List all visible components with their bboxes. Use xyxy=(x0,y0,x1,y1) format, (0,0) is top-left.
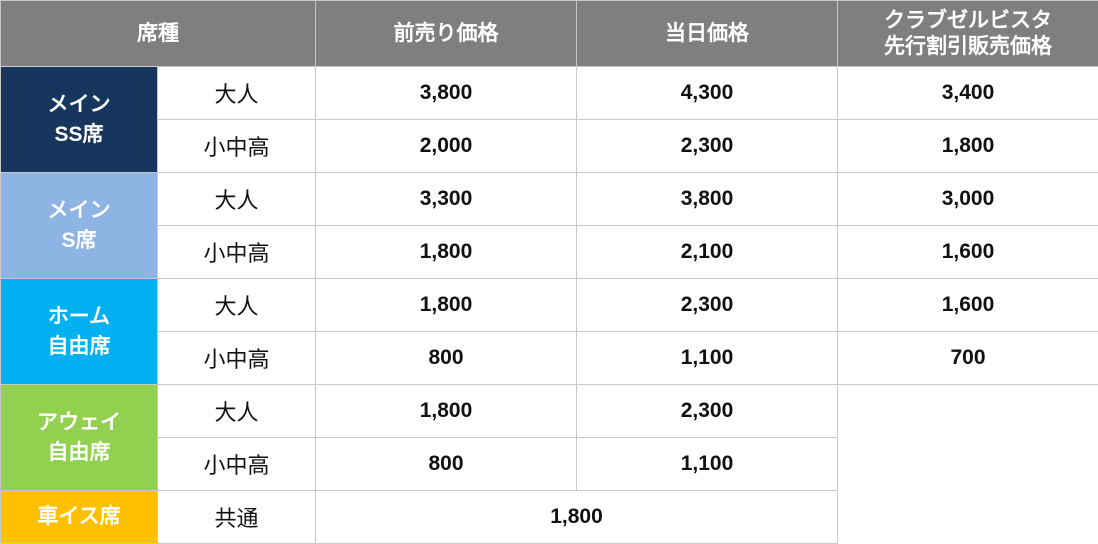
table-row: 小中高 1,800 2,100 1,600 xyxy=(1,225,1098,279)
table-row: メイン S席 大人 3,300 3,800 3,000 xyxy=(0,172,1098,279)
day-of-price: 1,100 xyxy=(576,437,838,491)
club-price: 1,600 xyxy=(837,225,1098,279)
table-row: 小中高 2,000 2,300 1,800 xyxy=(1,119,1098,173)
empty-cell xyxy=(837,384,1098,544)
day-of-price: 1,100 xyxy=(576,331,838,385)
table-row: アウェイ 自由席 大人 1,800 2,300 xyxy=(0,384,1098,544)
category-main-ss: メイン SS席 xyxy=(0,66,158,173)
age-cell: 大人 xyxy=(157,172,316,226)
day-of-price: 2,300 xyxy=(576,384,838,438)
header-seat-type: 席種 xyxy=(0,0,316,67)
category-away-free: アウェイ 自由席 xyxy=(0,384,158,491)
common-price: 1,800 xyxy=(315,490,838,544)
age-cell: 小中高 xyxy=(157,331,316,385)
category-main-s: メイン S席 xyxy=(0,172,158,279)
age-cell: 小中高 xyxy=(157,225,316,279)
header-row: 席種 前売り価格 当日価格 クラブゼルビスタ 先行割引販売価格 xyxy=(0,0,1098,67)
club-price: 3,400 xyxy=(837,66,1098,120)
advance-price: 1,800 xyxy=(315,278,577,332)
header-day-of-price: 当日価格 xyxy=(576,0,838,67)
advance-price: 2,000 xyxy=(315,119,577,173)
advance-price: 1,800 xyxy=(315,225,577,279)
table-row: ホーム 自由席 大人 1,800 2,300 1,600 xyxy=(0,278,1098,385)
club-price: 1,600 xyxy=(837,278,1098,332)
category-home-free: ホーム 自由席 xyxy=(0,278,158,385)
day-of-price: 3,800 xyxy=(576,172,838,226)
advance-price: 800 xyxy=(315,331,577,385)
header-club-price: クラブゼルビスタ 先行割引販売価格 xyxy=(837,0,1098,67)
category-wheelchair: 車イス席 xyxy=(0,490,158,544)
day-of-price: 2,300 xyxy=(576,278,838,332)
table-row: 車イス席 共通 1,800 xyxy=(0,490,1098,544)
age-cell: 大人 xyxy=(157,384,316,438)
header-advance-price: 前売り価格 xyxy=(315,0,577,67)
day-of-price: 2,100 xyxy=(576,225,838,279)
age-cell: 小中高 xyxy=(157,119,316,173)
age-cell: 小中高 xyxy=(157,437,316,491)
club-price: 700 xyxy=(837,331,1098,385)
day-of-price: 2,300 xyxy=(576,119,838,173)
club-price: 1,800 xyxy=(837,119,1098,173)
advance-price: 800 xyxy=(315,437,577,491)
advance-price: 3,800 xyxy=(315,66,577,120)
club-price: 3,000 xyxy=(837,172,1098,226)
age-cell: 共通 xyxy=(157,490,316,544)
advance-price: 3,300 xyxy=(315,172,577,226)
advance-price: 1,800 xyxy=(315,384,577,438)
table-row: 小中高 800 1,100 700 xyxy=(1,331,1098,385)
day-of-price: 4,300 xyxy=(576,66,838,120)
table-row: メイン SS席 大人 3,800 4,300 3,400 xyxy=(0,66,1098,173)
age-cell: 大人 xyxy=(157,66,316,120)
age-cell: 大人 xyxy=(157,278,316,332)
table-row: 小中高 800 1,100 xyxy=(1,437,1098,491)
